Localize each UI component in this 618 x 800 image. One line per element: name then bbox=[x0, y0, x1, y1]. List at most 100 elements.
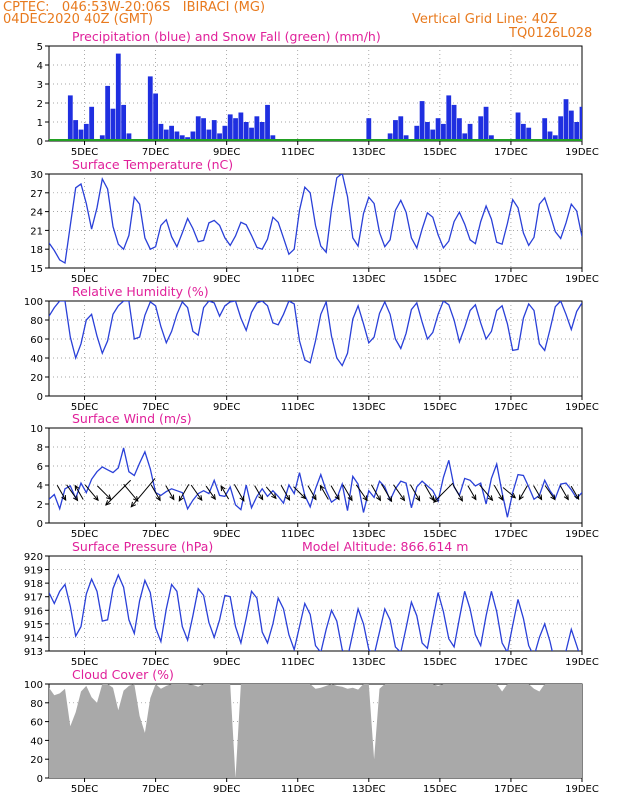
wind-arrow-head bbox=[239, 495, 245, 502]
wind-arrow-shaft bbox=[84, 484, 99, 501]
wind-arrow-shaft bbox=[409, 484, 421, 501]
wind-arrow-shaft bbox=[467, 485, 477, 500]
cloud-cover-area bbox=[49, 684, 582, 778]
wind-arrow-shaft bbox=[280, 484, 290, 501]
wind-arrow-shaft bbox=[355, 484, 368, 501]
precip-bar bbox=[435, 118, 441, 141]
precip-bar bbox=[78, 129, 84, 141]
wind-arrow bbox=[220, 485, 230, 500]
y-tick-label: 18 bbox=[30, 245, 43, 256]
wind-arrow bbox=[190, 484, 203, 502]
precip-bar bbox=[73, 120, 79, 141]
panel-frame bbox=[48, 555, 583, 652]
x-tick-label: 11DEC bbox=[281, 529, 315, 540]
precip-bar bbox=[227, 114, 233, 141]
wind-arrow bbox=[381, 483, 393, 503]
panel-frame bbox=[48, 300, 583, 397]
wind-arrow bbox=[479, 484, 494, 502]
precip-bar bbox=[568, 110, 574, 141]
wind-arrow bbox=[84, 484, 99, 502]
precip-bar bbox=[174, 131, 180, 141]
y-tick-label: 10 bbox=[30, 424, 43, 435]
precip-bar bbox=[195, 116, 201, 141]
wind-arrow-head bbox=[133, 496, 139, 502]
run-date-header: 04DEC2020 40Z (GMT) bbox=[3, 12, 154, 27]
wind-arrow-head bbox=[487, 495, 494, 502]
precip-bar bbox=[233, 118, 238, 141]
y-tick-label: 913 bbox=[24, 647, 43, 658]
x-tick-label: 19DEC bbox=[565, 274, 599, 285]
wind-arrow-shaft bbox=[307, 485, 317, 500]
panel-frame bbox=[48, 45, 583, 142]
panel-plot-area bbox=[49, 573, 580, 651]
precip-bar bbox=[547, 131, 553, 141]
precip-bar bbox=[158, 123, 164, 141]
y-tick-label: 918 bbox=[24, 579, 43, 590]
wind-arrow bbox=[205, 485, 216, 501]
precip-bar bbox=[563, 99, 569, 141]
wind-arrow bbox=[97, 485, 112, 501]
wind-arrow-shaft bbox=[130, 478, 156, 508]
wind-arrow bbox=[370, 484, 381, 502]
y-tick-label: 0 bbox=[37, 137, 43, 148]
x-tick-label: 11DEC bbox=[281, 784, 315, 795]
wind-arrow-shaft bbox=[178, 484, 190, 502]
x-tick-label: 11DEC bbox=[281, 147, 315, 158]
wind-arrow-head bbox=[362, 495, 368, 502]
wind-arrow bbox=[502, 487, 517, 499]
y-tick-label: 1 bbox=[37, 118, 43, 129]
wind-arrow-head bbox=[498, 494, 504, 501]
precip-bar bbox=[115, 53, 121, 141]
wind-arrow-head bbox=[399, 495, 406, 502]
wind-arrow bbox=[559, 485, 569, 501]
wind-arrow-shaft bbox=[533, 485, 543, 500]
wind-arrow-shaft bbox=[105, 479, 132, 506]
grid-note-header: Vertical Grid Line: 40Z bbox=[412, 12, 558, 27]
wind-arrow-shaft bbox=[74, 485, 84, 500]
x-tick-label: 19DEC bbox=[565, 529, 599, 540]
x-tick-label: 17DEC bbox=[494, 784, 528, 795]
y-tick-label: 919 bbox=[24, 566, 43, 577]
wind-arrow bbox=[307, 485, 317, 501]
precip-bar bbox=[552, 135, 558, 141]
precip-bar bbox=[259, 122, 265, 141]
x-tick-label: 17DEC bbox=[494, 274, 528, 285]
wind-arrow-shaft bbox=[381, 483, 392, 502]
y-tick-label: 30 bbox=[30, 170, 43, 181]
precip-bar bbox=[105, 85, 111, 141]
x-tick-label: 19DEC bbox=[565, 402, 599, 413]
precip-bar bbox=[147, 76, 153, 141]
wind-arrow bbox=[178, 484, 190, 502]
panel-4: 913 914 915 916 917 918 919 920 5DEC 7DEC 9DEC 11DE… bbox=[24, 539, 599, 668]
y-tick-label: 917 bbox=[24, 593, 43, 604]
x-tick-label: 11DEC bbox=[281, 402, 315, 413]
precip-bar bbox=[483, 106, 489, 141]
precip-bar bbox=[425, 122, 430, 141]
x-tick-label: 15DEC bbox=[423, 147, 457, 158]
x-tick-label: 7DEC bbox=[142, 402, 169, 413]
wind-arrow-head bbox=[574, 494, 580, 501]
wind-arrow bbox=[280, 484, 291, 501]
y-tick-label: 2 bbox=[37, 99, 43, 110]
y-tick-label: 15 bbox=[30, 264, 43, 275]
wind-arrow-shaft bbox=[393, 484, 405, 501]
wind-arrow bbox=[56, 484, 67, 501]
wind-arrow-shaft bbox=[205, 485, 216, 500]
precip-bar bbox=[270, 135, 276, 141]
run-code-header: TQ0126L028 bbox=[509, 26, 593, 41]
wind-arrow-head bbox=[471, 494, 477, 501]
wind-arrow-head bbox=[105, 494, 112, 501]
precip-bar bbox=[126, 133, 132, 141]
wind-arrow bbox=[544, 485, 556, 501]
precip-bar bbox=[398, 116, 404, 141]
wind-arrow-head bbox=[433, 497, 439, 503]
panel-2: 0 20 40 60 80 100 5DEC 7DEC 9DEC 11DEC 13DEC 15DEC 1… bbox=[24, 284, 599, 413]
y-tick-label: 0 bbox=[37, 519, 43, 530]
y-tick-label: 40 bbox=[30, 736, 43, 747]
y-tick-label: 5 bbox=[37, 42, 43, 53]
x-tick-label: 7DEC bbox=[142, 784, 169, 795]
x-tick-label: 19DEC bbox=[565, 147, 599, 158]
x-tick-label: 5DEC bbox=[71, 274, 98, 285]
precip-bar bbox=[387, 133, 393, 141]
wind-arrow-head bbox=[510, 492, 517, 499]
